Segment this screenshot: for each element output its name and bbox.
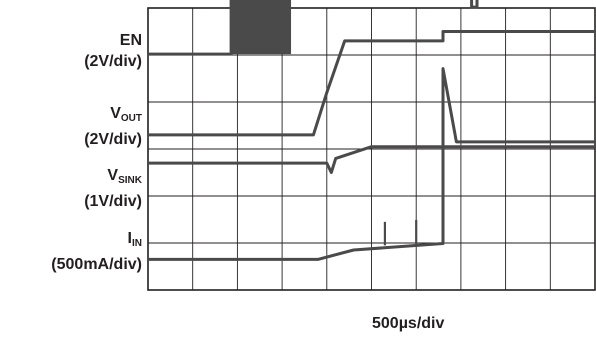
channel-name-vout: VOUT [84, 103, 142, 129]
channel-name-vout-main: V [110, 105, 121, 122]
channel-scale-en: (2V/div) [84, 53, 142, 70]
channel-label-iin: IIN (500mA/div) [51, 228, 142, 275]
channel-name-vsink: VSINK [84, 165, 142, 191]
trace-iin [148, 67, 595, 261]
trace-vsink [148, 145, 595, 174]
x-axis-label: 500µs/div [372, 315, 445, 332]
channel-name-iin-sub: IN [132, 238, 142, 249]
channel-label-vout: VOUT (2V/div) [84, 103, 142, 150]
trace-en-burst [231, 0, 292, 55]
channel-scale-vsink: (1V/div) [84, 193, 142, 210]
channel-name-iin: IIN [51, 228, 142, 254]
channel-name-en: EN [119, 32, 142, 49]
trace-en [148, 0, 479, 56]
channel-label-vsink: VSINK (1V/div) [84, 165, 142, 212]
channel-name-vout-sub: OUT [120, 113, 142, 124]
scope-traces [148, 0, 595, 261]
channel-label-en: EN (2V/div) [84, 30, 142, 72]
channel-name-iin-main: I [127, 230, 132, 247]
channel-scale-vout: (2V/div) [84, 131, 142, 148]
trace-vout [148, 30, 595, 137]
channel-name-vsink-main: V [107, 167, 119, 184]
channel-name-vsink-sub: SINK [118, 175, 142, 186]
channel-scale-iin: (500mA/div) [51, 256, 142, 273]
